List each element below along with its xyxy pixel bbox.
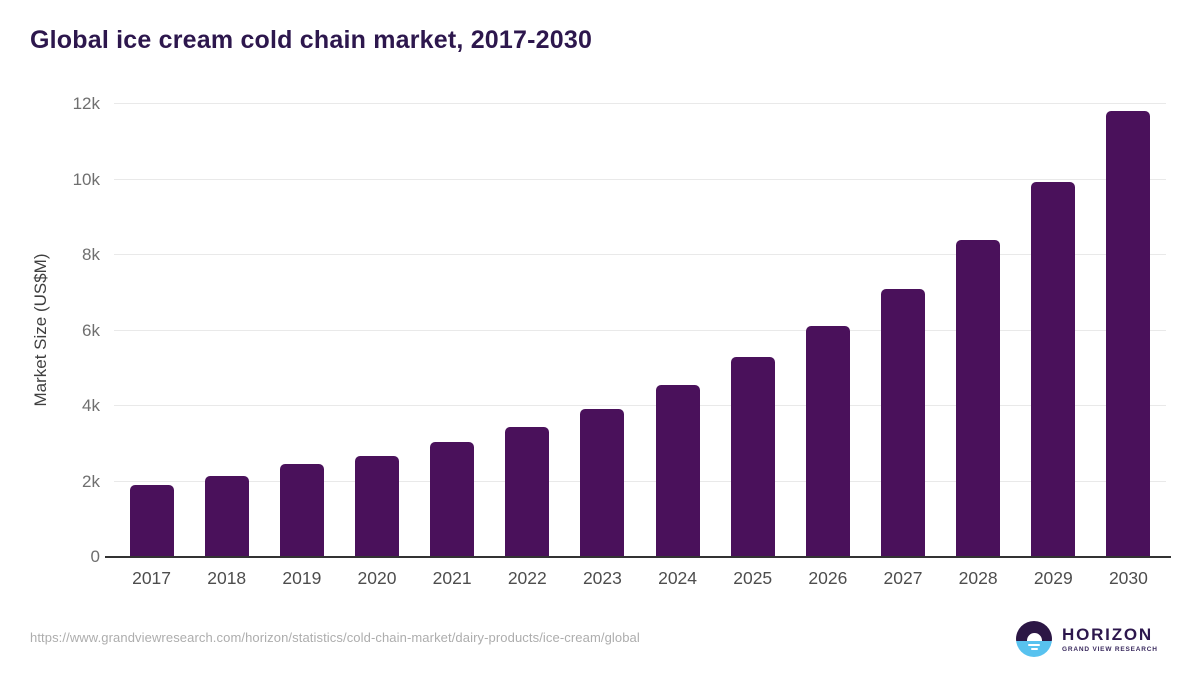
logo-sun-dome — [1026, 632, 1042, 641]
x-tick-label: 2020 — [357, 568, 397, 588]
y-axis-title: Market Size (US$M) — [31, 253, 50, 407]
y-tick-label: 0 — [90, 547, 100, 566]
x-tick-label: 2019 — [282, 568, 322, 588]
bar-2019 — [279, 464, 324, 557]
bar-2026 — [805, 325, 850, 557]
x-tick-label: 2022 — [507, 568, 547, 588]
gridline — [114, 254, 1166, 255]
bar-2018 — [204, 475, 249, 557]
logo-subtitle: GRAND VIEW RESEARCH — [1062, 646, 1158, 653]
logo-text: HORIZON GRAND VIEW RESEARCH — [1062, 625, 1158, 653]
horizon-logo: HORIZON GRAND VIEW RESEARCH — [1016, 621, 1158, 657]
bar-2029 — [1031, 181, 1076, 557]
x-tick-label: 2017 — [132, 568, 172, 588]
bar-2028 — [956, 239, 1001, 557]
gridline — [114, 405, 1166, 406]
y-tick-label: 8k — [82, 245, 100, 264]
gridline — [114, 178, 1166, 180]
x-tick-label: 2021 — [432, 568, 472, 588]
x-axis-line — [105, 556, 1171, 558]
y-tick-label: 12k — [72, 94, 100, 113]
gridline — [114, 103, 1166, 104]
source-url: https://www.grandviewresearch.com/horizo… — [30, 630, 640, 645]
x-tick-label: 2026 — [808, 568, 848, 588]
bar-2027 — [881, 288, 925, 557]
x-tick-label: 2027 — [883, 568, 923, 588]
chart-title: Global ice cream cold chain market, 2017… — [30, 26, 593, 54]
plot-area: 0 2k 4k 6k 8k 10k 12k 2017 2018 2019 2020 2021 2022… — [73, 94, 1171, 588]
horizon-sun-icon — [1016, 621, 1052, 657]
bar-2021 — [430, 442, 475, 557]
y-tick-label: 2k — [82, 471, 100, 491]
x-tick-label: 2018 — [207, 568, 247, 588]
gridline — [114, 480, 1166, 482]
bar-2024 — [655, 385, 700, 557]
bar-2020 — [355, 455, 399, 557]
logo-sky-half — [1016, 621, 1052, 641]
logo-reflection-line — [1030, 648, 1038, 650]
logo-reflection-line — [1028, 643, 1040, 646]
x-tick-label: 2023 — [582, 568, 622, 588]
bar-2022 — [505, 427, 550, 557]
logo-name: HORIZON — [1062, 625, 1153, 644]
y-tick-label: 6k — [82, 320, 100, 340]
x-tick-label: 2024 — [658, 568, 698, 588]
x-tick-label: 2030 — [1108, 568, 1148, 588]
x-tick-label: 2025 — [733, 568, 773, 588]
gridline — [114, 329, 1166, 331]
y-tick-label: 10k — [72, 169, 100, 189]
x-tick-label: 2029 — [1033, 568, 1073, 588]
bar-2025 — [730, 357, 775, 557]
y-tick-label: 4k — [82, 396, 100, 415]
x-tick-label: 2028 — [958, 568, 998, 588]
bar-2030 — [1106, 110, 1151, 557]
bar-2017 — [129, 485, 174, 557]
bar-2023 — [580, 408, 625, 557]
